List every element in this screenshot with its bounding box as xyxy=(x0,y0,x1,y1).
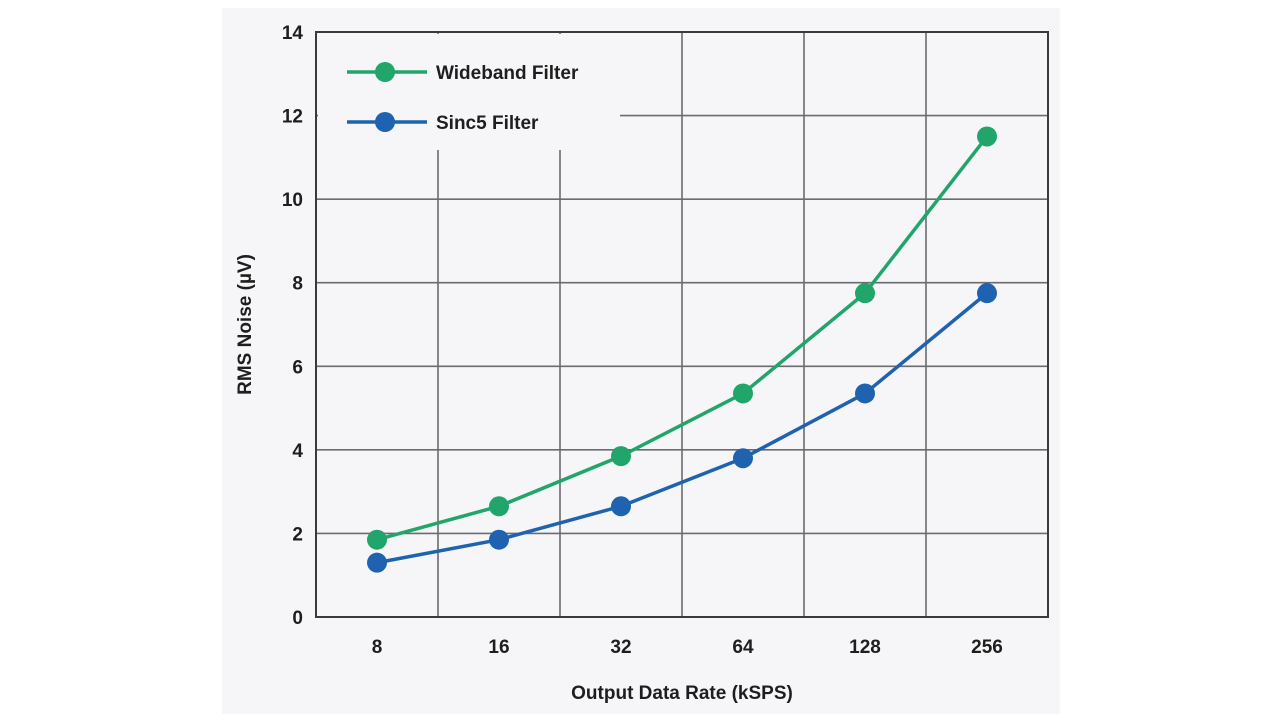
series-layer xyxy=(367,126,997,573)
data-point xyxy=(977,126,997,147)
legend-box xyxy=(318,34,620,150)
y-tick-label: 0 xyxy=(292,608,303,629)
x-tick-label: 128 xyxy=(849,637,881,658)
y-tick-label: 12 xyxy=(282,107,303,128)
y-tick-label: 14 xyxy=(282,23,304,44)
x-tick-label: 16 xyxy=(488,637,509,658)
series-line xyxy=(376,291,989,565)
x-tick-label: 64 xyxy=(732,637,754,658)
y-tick-label: 2 xyxy=(292,524,303,545)
x-axis-ticks: 8 16 32 64 128 256 xyxy=(372,637,1003,658)
y-axis-ticks: 0 2 4 6 8 10 12 14 xyxy=(282,23,304,629)
y-tick-label: 8 xyxy=(292,274,303,295)
data-point xyxy=(733,448,753,469)
x-axis-title: Output Data Rate (kSPS) xyxy=(571,683,793,704)
y-axis-title: RMS Noise (µV) xyxy=(235,254,256,395)
y-tick-label: 10 xyxy=(282,190,303,211)
data-point xyxy=(489,529,509,550)
legend-label: Sinc5 Filter xyxy=(436,113,539,134)
legend-label: Wideband Filter xyxy=(436,63,579,84)
x-tick-label: 256 xyxy=(971,637,1003,658)
data-point xyxy=(611,446,631,467)
data-point xyxy=(367,552,387,573)
x-tick-label: 8 xyxy=(372,637,383,658)
data-point xyxy=(855,283,875,304)
data-point xyxy=(977,283,997,304)
data-point xyxy=(733,383,753,404)
y-tick-label: 4 xyxy=(292,441,303,462)
data-point xyxy=(367,529,387,550)
x-tick-label: 32 xyxy=(610,637,631,658)
series-line xyxy=(376,135,989,542)
data-point xyxy=(489,496,509,517)
legend-marker xyxy=(375,62,395,82)
y-tick-label: 6 xyxy=(292,357,303,378)
data-point xyxy=(855,383,875,404)
data-point xyxy=(611,496,631,517)
legend-marker xyxy=(375,112,395,132)
plot-area-frame xyxy=(315,31,1049,618)
legend: Wideband Filter Sinc5 Filter xyxy=(318,34,620,150)
